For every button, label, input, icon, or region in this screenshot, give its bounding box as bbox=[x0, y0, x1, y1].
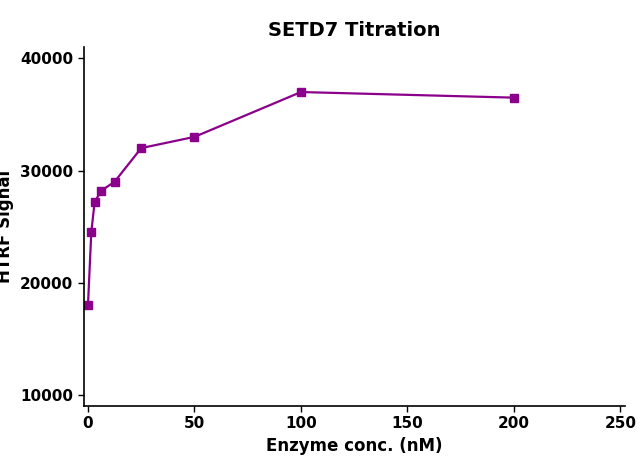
Y-axis label: HTRF Signal: HTRF Signal bbox=[0, 170, 15, 283]
Title: SETD7 Titration: SETD7 Titration bbox=[268, 21, 440, 40]
X-axis label: Enzyme conc. (nM): Enzyme conc. (nM) bbox=[266, 437, 442, 455]
